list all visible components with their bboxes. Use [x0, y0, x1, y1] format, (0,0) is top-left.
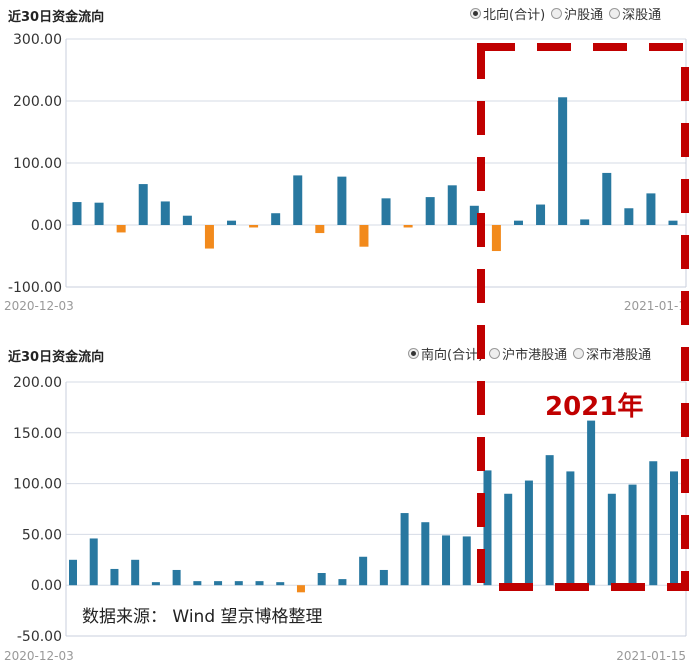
- south-bar: [670, 471, 678, 586]
- north-bar: [602, 172, 612, 225]
- north-x-start-label: 2020-12-03: [4, 299, 74, 313]
- north-bar: [182, 215, 192, 225]
- north-flow-chart: 300.00 200.00 100.00 0.00 -100.00 2020-12-03 2…: [4, 32, 687, 313]
- data-source-note: 数据来源： Wind 望京博格整理: [82, 607, 323, 627]
- north-panel: 近30日资金流向 北向(合计) 沪股通 深股通: [0, 0, 700, 320]
- radio-sz-connect-icon[interactable]: [609, 8, 621, 19]
- south-bar: [89, 538, 98, 586]
- radio-sh-connect-icon[interactable]: [551, 8, 563, 19]
- north-bar: [94, 202, 104, 225]
- south-y-tick-label: 100.00: [13, 477, 62, 493]
- north-bar: [403, 225, 413, 228]
- south-bar: [296, 585, 305, 593]
- radio-north-total[interactable]: 北向(合计): [470, 4, 545, 23]
- south-bar: [566, 471, 575, 586]
- south-bar: [193, 581, 202, 586]
- north-bar: [271, 213, 281, 225]
- south-y-tick-label: 150.00: [13, 426, 62, 442]
- south-bar: [69, 559, 77, 586]
- south-bar: [338, 579, 347, 586]
- north-bar: [425, 197, 435, 225]
- north-bar: [249, 225, 259, 228]
- north-bar: [160, 201, 170, 225]
- south-y-tick-label: -50.00: [17, 629, 62, 645]
- radio-south-total[interactable]: 南向(合计): [408, 344, 483, 363]
- north-y-tick-label: 0.00: [31, 218, 62, 234]
- north-bar: [359, 225, 369, 247]
- north-bar: [469, 205, 479, 225]
- south-panel-title: 近30日资金流向: [8, 350, 105, 365]
- north-bar: [337, 176, 347, 225]
- south-bar: [172, 569, 181, 586]
- north-bar: [513, 220, 523, 225]
- radio-south-total-label: 南向(合计): [421, 348, 484, 363]
- north-bar: [447, 185, 457, 225]
- radio-sh-connect-label: 沪股通: [564, 8, 604, 23]
- south-bar: [504, 493, 513, 586]
- south-bar: [462, 536, 471, 586]
- south-bar: [587, 420, 596, 586]
- north-bar: [72, 202, 82, 225]
- south-x-start-label: 2020-12-03: [4, 649, 74, 663]
- south-bar: [359, 556, 368, 586]
- radio-sz-connect-label: 深股通: [622, 8, 662, 23]
- south-bar: [421, 522, 430, 586]
- north-bar: [381, 198, 391, 225]
- south-bar: [234, 581, 243, 586]
- year-annotation: 2021年: [545, 392, 644, 422]
- north-bar: [558, 97, 568, 225]
- north-bar: [227, 220, 237, 225]
- north-bar: [116, 225, 126, 233]
- south-bar: [524, 480, 533, 586]
- north-bar: [491, 225, 501, 252]
- radio-south-total-icon[interactable]: [408, 348, 419, 359]
- radio-sz-connect[interactable]: 深股通: [609, 4, 661, 23]
- south-bar: [110, 568, 119, 586]
- north-y-tick-label: 300.00: [13, 32, 62, 48]
- south-bar: [628, 484, 637, 586]
- north-x-end-label: 2021-01-1: [624, 299, 686, 313]
- north-bar: [315, 225, 325, 234]
- north-y-tick-label: -100.00: [8, 280, 62, 296]
- south-bar: [545, 455, 554, 586]
- south-y-tick-label: 50.00: [22, 527, 62, 543]
- north-bar: [204, 225, 214, 249]
- south-bar: [649, 461, 658, 586]
- north-y-tick-label: 100.00: [13, 156, 62, 172]
- south-bar: [379, 569, 388, 586]
- south-bar: [317, 573, 326, 586]
- south-x-end-label: 2021-01-15: [616, 649, 686, 663]
- south-bar: [607, 493, 616, 586]
- north-bar: [646, 193, 656, 225]
- north-radio-group: 北向(合计) 沪股通 深股通: [470, 4, 661, 23]
- south-bar: [442, 535, 451, 586]
- south-bar: [151, 582, 160, 586]
- north-bar: [580, 219, 590, 225]
- south-bar: [276, 582, 285, 586]
- south-bar: [131, 559, 140, 586]
- north-y-tick-label: 200.00: [13, 94, 62, 110]
- north-bar: [138, 184, 148, 225]
- north-bar: [624, 208, 634, 225]
- north-bar: [536, 204, 546, 225]
- north-panel-title: 近30日资金流向: [8, 10, 105, 25]
- south-bar: [255, 581, 264, 586]
- south-bar: [214, 581, 223, 586]
- south-y-tick-label: 200.00: [13, 375, 62, 391]
- south-bar: [483, 470, 492, 586]
- radio-north-total-icon[interactable]: [470, 8, 481, 19]
- north-bar: [668, 220, 678, 225]
- south-y-tick-label: 0.00: [31, 578, 62, 594]
- north-bar: [293, 175, 303, 225]
- south-bar: [400, 513, 409, 586]
- radio-north-total-label: 北向(合计): [483, 8, 546, 23]
- radio-sh-connect[interactable]: 沪股通: [551, 4, 603, 23]
